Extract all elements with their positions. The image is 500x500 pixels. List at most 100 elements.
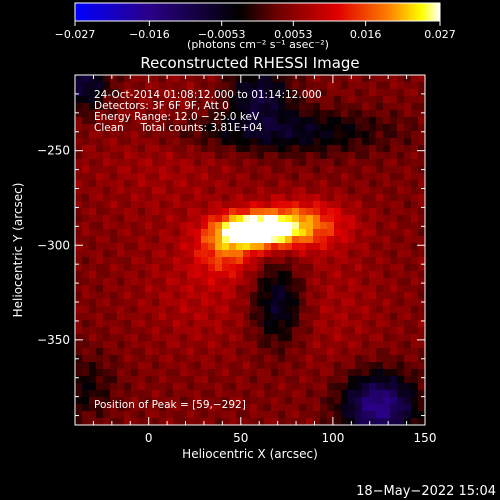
heatmap-cell bbox=[257, 313, 265, 321]
heatmap-cell bbox=[369, 229, 377, 237]
heatmap-cell bbox=[334, 355, 342, 363]
heatmap-cell bbox=[313, 376, 321, 384]
heatmap-cell bbox=[82, 138, 90, 146]
heatmap-cell bbox=[376, 397, 384, 405]
heatmap-cell bbox=[369, 348, 377, 356]
heatmap-cell bbox=[243, 299, 251, 307]
heatmap-cell bbox=[103, 292, 111, 300]
heatmap-cell bbox=[285, 110, 293, 118]
heatmap-cell bbox=[390, 243, 398, 251]
colorbar-tick-labels: −0.027 −0.016 −0.0053 0.0053 0.016 0.027 bbox=[55, 28, 456, 41]
heatmap-cell bbox=[96, 208, 104, 216]
heatmap-cell bbox=[187, 131, 195, 139]
heatmap-cell bbox=[194, 334, 202, 342]
heatmap-cell bbox=[383, 166, 391, 174]
heatmap-cell bbox=[390, 89, 398, 97]
heatmap-cell bbox=[292, 383, 300, 391]
heatmap-cell bbox=[194, 362, 202, 370]
heatmap-cell bbox=[229, 145, 237, 153]
heatmap-cell bbox=[152, 201, 160, 209]
heatmap-cell bbox=[131, 397, 139, 405]
heatmap-cell bbox=[124, 194, 132, 202]
heatmap-cell bbox=[348, 376, 356, 384]
heatmap-cell bbox=[166, 257, 174, 265]
heatmap-cell bbox=[166, 271, 174, 279]
heatmap-cell bbox=[355, 124, 363, 132]
colorbar-tick-label: −0.027 bbox=[55, 28, 96, 41]
heatmap-cell bbox=[250, 110, 258, 118]
heatmap-cell bbox=[341, 243, 349, 251]
heatmap-cell bbox=[124, 229, 132, 237]
heatmap-cell bbox=[278, 82, 286, 90]
heatmap-cell bbox=[369, 250, 377, 258]
heatmap-cell bbox=[250, 131, 258, 139]
heatmap-cell bbox=[152, 96, 160, 104]
heatmap-cell bbox=[390, 341, 398, 349]
heatmap-cell bbox=[362, 320, 370, 328]
heatmap-cell bbox=[131, 418, 139, 425]
heatmap-cell bbox=[89, 250, 97, 258]
colorbar: −0.027 −0.016 −0.0053 0.0053 0.016 0.027 (pho… bbox=[55, 2, 456, 51]
heatmap-cell bbox=[187, 89, 195, 97]
heatmap-cell bbox=[264, 285, 272, 293]
heatmap-cell bbox=[376, 362, 384, 370]
heatmap-cell bbox=[89, 187, 97, 195]
heatmap-cell bbox=[334, 257, 342, 265]
heatmap-cell bbox=[369, 145, 377, 153]
heatmap-cell bbox=[362, 383, 370, 391]
heatmap-cell bbox=[75, 376, 83, 384]
heatmap-cell bbox=[166, 404, 174, 412]
heatmap-cell bbox=[166, 117, 174, 125]
heatmap-cell bbox=[404, 243, 412, 251]
heatmap-cell bbox=[306, 236, 314, 244]
heatmap-cell bbox=[194, 201, 202, 209]
heatmap-cell bbox=[194, 390, 202, 398]
heatmap-cell bbox=[376, 327, 384, 335]
heatmap-cell bbox=[159, 397, 167, 405]
heatmap-cell bbox=[222, 257, 230, 265]
heatmap-cell bbox=[89, 327, 97, 335]
heatmap-cell bbox=[124, 334, 132, 342]
heatmap-cell bbox=[222, 383, 230, 391]
heatmap-cell bbox=[103, 411, 111, 419]
heatmap-cell bbox=[159, 250, 167, 258]
heatmap-cell bbox=[117, 250, 125, 258]
heatmap-cell bbox=[397, 278, 405, 286]
heatmap-cell bbox=[229, 208, 237, 216]
heatmap-cell bbox=[131, 124, 139, 132]
heatmap-cell bbox=[159, 180, 167, 188]
heatmap-cell bbox=[383, 96, 391, 104]
heatmap-cell bbox=[222, 187, 230, 195]
heatmap-cell bbox=[152, 285, 160, 293]
heatmap-cell bbox=[138, 152, 146, 160]
heatmap-cell bbox=[313, 215, 321, 223]
heatmap-cell bbox=[89, 103, 97, 111]
heatmap-cell bbox=[278, 369, 286, 377]
heatmap-cell bbox=[201, 173, 209, 181]
heatmap-cell bbox=[362, 208, 370, 216]
heatmap-cell bbox=[89, 292, 97, 300]
heatmap-cell bbox=[355, 341, 363, 349]
heatmap-cell bbox=[215, 145, 223, 153]
heatmap-cell bbox=[145, 173, 153, 181]
heatmap-cell bbox=[201, 145, 209, 153]
heatmap-cell bbox=[208, 411, 216, 419]
heatmap-cell bbox=[376, 159, 384, 167]
heatmap-cell bbox=[341, 194, 349, 202]
heatmap-cell bbox=[327, 320, 335, 328]
heatmap-cell bbox=[187, 159, 195, 167]
heatmap-cell bbox=[292, 124, 300, 132]
heatmap-cell bbox=[306, 89, 314, 97]
heatmap-cell bbox=[229, 369, 237, 377]
heatmap-cell bbox=[348, 124, 356, 132]
heatmap-cell bbox=[369, 306, 377, 314]
heatmap-cell bbox=[327, 96, 335, 104]
heatmap-cell bbox=[306, 292, 314, 300]
heatmap-cell bbox=[362, 306, 370, 314]
heatmap-cell bbox=[320, 313, 328, 321]
heatmap-cell bbox=[362, 278, 370, 286]
heatmap-cell bbox=[250, 348, 258, 356]
heatmap-cell bbox=[117, 327, 125, 335]
heatmap-cell bbox=[327, 145, 335, 153]
heatmap-cell bbox=[418, 397, 425, 405]
